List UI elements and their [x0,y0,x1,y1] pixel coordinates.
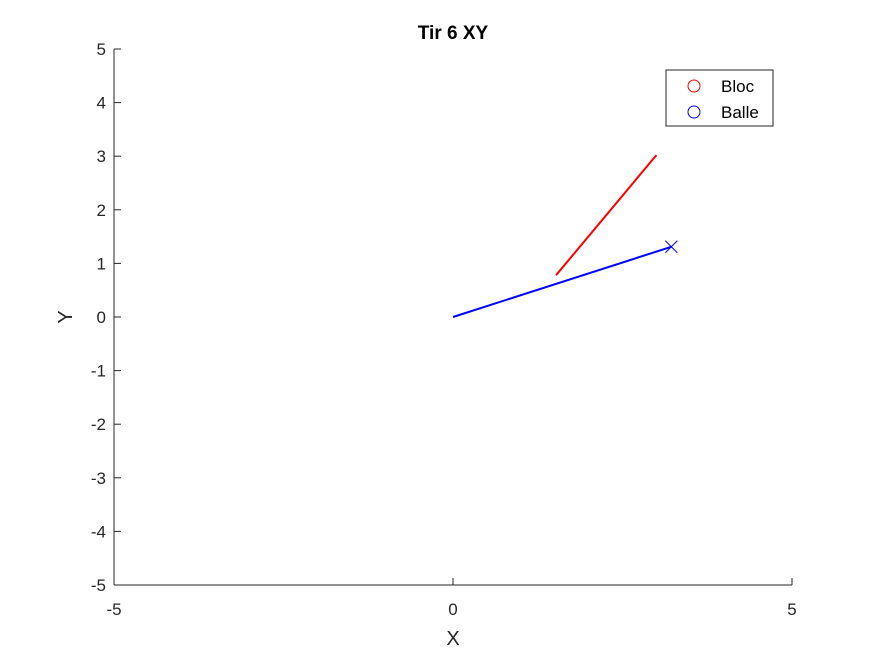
y-tick-label: -1 [91,362,106,381]
y-tick-label: 0 [97,308,106,327]
y-tick-label: -4 [91,522,106,541]
end-marker-balle [664,240,678,254]
series-line-bloc [555,154,658,276]
x-axis-label: X [446,628,459,650]
legend: Bloc Balle [665,69,774,127]
legend-label-balle: Balle [721,103,759,122]
chart-title: Tir 6 XY [418,23,489,44]
y-ticks: -5 -4 -3 -2 -1 0 1 2 3 4 5 [91,40,121,595]
legend-marker-bloc [687,79,701,93]
y-tick-label: -5 [91,576,106,595]
series-line-balle [452,245,672,318]
legend-marker-balle [687,105,701,119]
y-tick-label: 4 [97,94,106,113]
legend-label-bloc: Bloc [721,77,755,96]
y-axis-label: Y [55,310,77,323]
x-tick-label: 0 [448,600,457,619]
x-ticks: -5 0 5 [106,578,797,619]
x-tick-label: 5 [787,600,796,619]
y-tick-label: -2 [91,415,106,434]
y-tick-label: 3 [97,147,106,166]
x-tick-label: -5 [106,600,121,619]
y-tick-label: 2 [97,201,106,220]
legend-box [665,69,774,127]
y-tick-label: -3 [91,469,106,488]
y-tick-label: 1 [97,254,106,273]
y-tick-label: 5 [97,40,106,59]
series-layer [452,154,678,318]
plot-axes: -5 0 5 -5 -4 -3 -2 -1 0 1 2 3 4 5 [91,40,797,619]
